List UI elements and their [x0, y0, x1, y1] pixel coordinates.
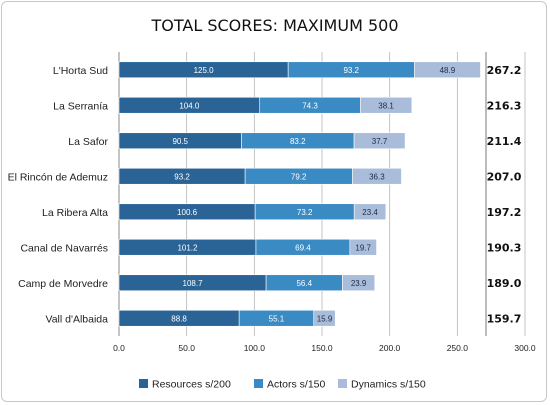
x-axis-ticks: 0.0 50.0 100.0 150.0 200.0 250.0 300.0	[113, 343, 536, 353]
data-label: 19.7	[355, 243, 371, 252]
data-label: 15.9	[317, 314, 333, 323]
category-label: La Serranía	[53, 100, 108, 112]
x-tick-label: 200.0	[379, 343, 401, 353]
bar-segment	[353, 203, 387, 221]
data-label: 93.2	[174, 172, 190, 181]
x-tick-label: 300.0	[514, 343, 536, 353]
data-label: 125.0	[194, 66, 215, 75]
bar-segment	[353, 132, 406, 150]
data-label: 104.0	[179, 101, 200, 110]
data-label: 38.1	[378, 101, 394, 110]
x-tick-label: 150.0	[311, 343, 333, 353]
legend-swatch	[139, 379, 148, 388]
x-tick-label: 50.0	[178, 343, 195, 353]
total-label: 159.7	[487, 312, 522, 325]
bar-segment	[342, 274, 376, 292]
bar-segment	[349, 238, 377, 256]
data-label: 69.4	[295, 243, 311, 252]
category-label: L'Horta Sud	[53, 65, 108, 77]
total-label: 211.4	[487, 135, 522, 148]
data-label: 79.2	[291, 172, 307, 181]
category-label: Canal de Navarrés	[20, 242, 108, 254]
x-tick-label: 0.0	[113, 343, 125, 353]
legend-label: Resources s/200	[152, 379, 231, 391]
legend-swatch	[338, 379, 347, 388]
data-label: 23.4	[362, 208, 378, 217]
bar-segment	[359, 96, 413, 114]
legend-label: Dynamics s/150	[351, 379, 426, 391]
data-label: 48.9	[440, 66, 456, 75]
data-label: 93.2	[343, 66, 359, 75]
data-label: 36.3	[369, 172, 385, 181]
total-label: 267.2	[487, 64, 522, 77]
data-label: 74.3	[302, 101, 318, 110]
bars: 125.0 93.2 48.9 104.0 74.3 38.1 90.5 83.2 37.7 93…	[118, 61, 481, 327]
total-label: 207.0	[487, 170, 522, 183]
total-label: 216.3	[487, 99, 522, 112]
legend-label: Actors s/150	[267, 379, 326, 391]
data-label: 55.1	[269, 314, 285, 323]
data-label: 101.2	[177, 243, 198, 252]
bar-segment	[352, 167, 402, 185]
grid-lines	[118, 52, 526, 336]
data-label: 100.6	[177, 208, 198, 217]
category-label: La Safor	[68, 136, 108, 148]
data-label: 88.8	[171, 314, 187, 323]
total-label: 190.3	[487, 241, 522, 254]
chart-title: TOTAL SCORES: MAXIMUM 500	[151, 16, 399, 35]
total-label: 189.0	[487, 277, 522, 290]
data-label: 37.7	[372, 137, 388, 146]
data-label: 83.2	[290, 137, 306, 146]
bar-segment	[313, 309, 336, 327]
data-label: 108.7	[183, 279, 204, 288]
category-label: El Rincón de Ademuz	[8, 171, 108, 183]
legend: Resources s/200 Actors s/150 Dynamics s/15…	[139, 379, 426, 391]
total-label: 197.2	[487, 206, 522, 219]
data-label: 73.2	[297, 208, 313, 217]
category-label: Vall d'Albaida	[45, 313, 108, 325]
x-tick-label: 100.0	[244, 343, 266, 353]
category-label: Camp de Morvedre	[18, 278, 108, 290]
category-labels: L'Horta Sud La Serranía La Safor El Rincón …	[8, 65, 109, 326]
legend-swatch	[254, 379, 263, 388]
data-label: 23.9	[351, 279, 367, 288]
total-labels: 267.2 216.3 211.4 207.0 197.2 190.3 189.0 159.7	[487, 64, 522, 326]
data-label: 56.4	[296, 279, 312, 288]
x-tick-label: 250.0	[447, 343, 469, 353]
data-label: 90.5	[172, 137, 188, 146]
category-label: La Ribera Alta	[42, 207, 108, 219]
bar-segment	[413, 61, 481, 79]
